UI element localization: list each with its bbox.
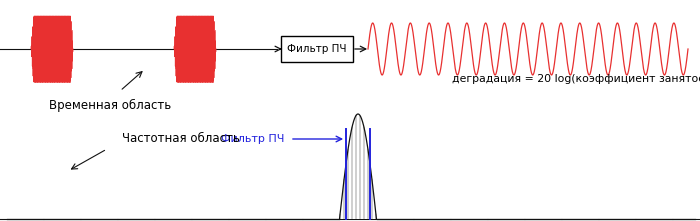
FancyBboxPatch shape — [281, 36, 353, 62]
Text: Частотная область: Частотная область — [122, 133, 240, 145]
Text: Временная область: Временная область — [49, 99, 171, 112]
Text: Фильтр ПЧ: Фильтр ПЧ — [287, 44, 346, 54]
Text: деградация = 20 log(коэффициент занятости): деградация = 20 log(коэффициент занятост… — [452, 74, 700, 84]
Text: Фильтр ПЧ: Фильтр ПЧ — [220, 134, 284, 144]
